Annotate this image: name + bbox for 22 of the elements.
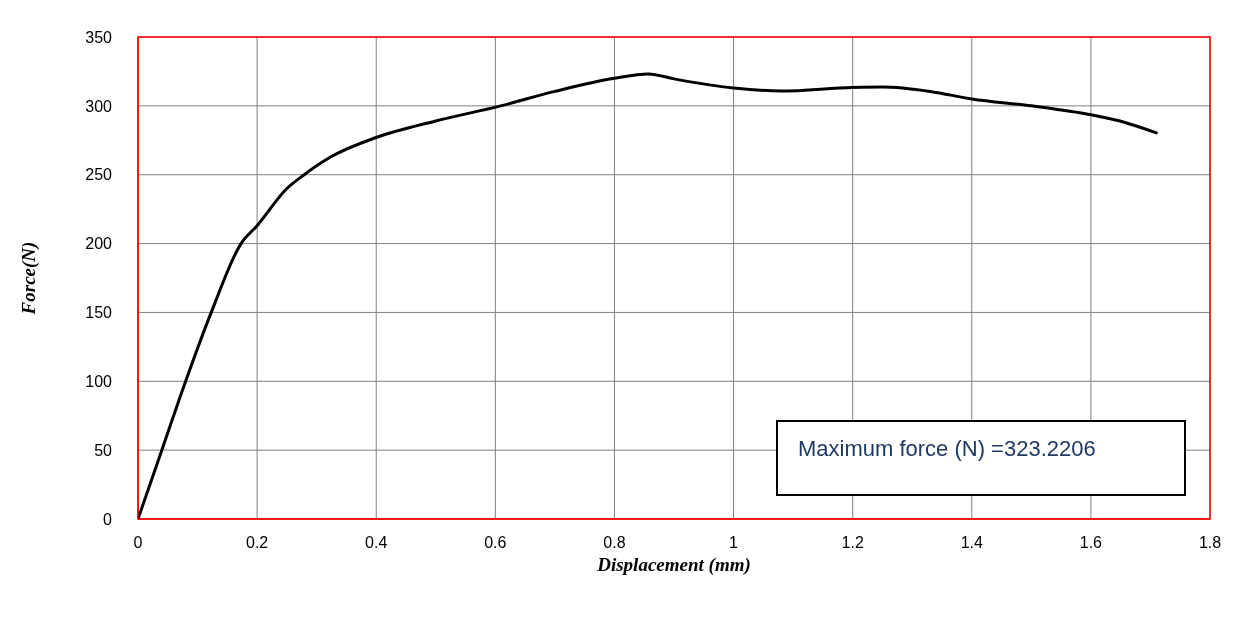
x-axis-title: Displacement (mm)	[596, 554, 751, 576]
y-tick-label: 150	[85, 304, 113, 322]
x-tick-label: 1	[729, 534, 739, 552]
x-tick-label: 0.6	[484, 534, 507, 552]
x-tick-label: 1.8	[1198, 534, 1222, 552]
y-tick-label: 250	[85, 166, 113, 184]
note-box: Maximum force (N) =323.2206	[776, 420, 1186, 496]
x-tick-label: 1.4	[960, 534, 983, 552]
line-series	[138, 72, 1158, 519]
y-tick-label: 300	[85, 97, 113, 115]
x-tick-label: 0	[133, 534, 143, 552]
y-tick-label: 50	[94, 441, 113, 459]
x-tick-label: 1.2	[841, 534, 864, 552]
y-tick-label: 200	[85, 235, 113, 253]
y-tick-label: 350	[85, 28, 113, 46]
y-tick-label: 100	[85, 372, 113, 390]
x-tick-label: 0.4	[365, 534, 388, 552]
x-tick-label: 0.2	[245, 534, 269, 552]
y-axis-title: Force(N)	[17, 241, 40, 316]
x-tick-label: 0.8	[603, 534, 626, 552]
x-tick-label: 1.6	[1079, 534, 1103, 552]
y-tick-label: 0	[103, 510, 113, 528]
